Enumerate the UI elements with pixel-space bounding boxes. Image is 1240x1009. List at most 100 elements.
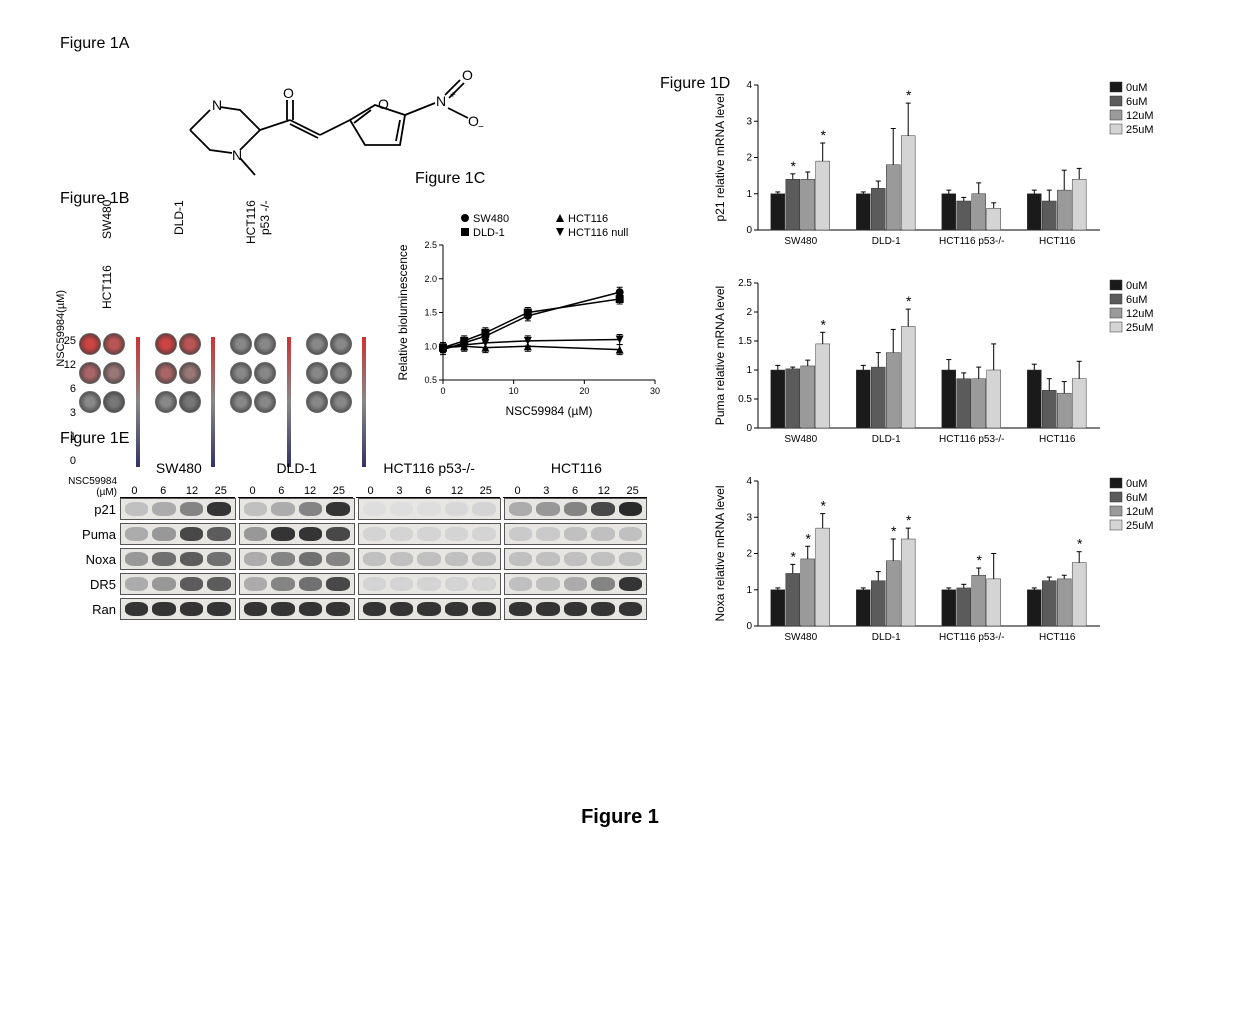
- svg-text:DLD-1: DLD-1: [872, 632, 901, 643]
- svg-text:1.0: 1.0: [424, 341, 437, 351]
- blot-band: [417, 552, 440, 566]
- well: [330, 391, 352, 413]
- blot-band: [125, 552, 148, 566]
- blot-band: [472, 527, 495, 541]
- dose-header: 0: [356, 485, 385, 497]
- blot-band: [326, 602, 349, 616]
- blot-band: [244, 502, 267, 516]
- blot-band: [299, 577, 322, 591]
- svg-text:0uM: 0uM: [1126, 280, 1147, 292]
- blot-band: [207, 502, 230, 516]
- blot-band: [207, 527, 230, 541]
- bar-chart: 01234p21 relative mRNA level**SW480*DLD-…: [710, 75, 1210, 265]
- svg-text:*: *: [977, 552, 983, 568]
- svg-text:O: O: [283, 85, 294, 101]
- svg-text:25uM: 25uM: [1126, 124, 1154, 136]
- blot-band: [591, 602, 614, 616]
- blot-band: [180, 552, 203, 566]
- blot-band: [244, 602, 267, 616]
- blot-band: [564, 577, 587, 591]
- well: [230, 391, 252, 413]
- blot-band: [326, 502, 349, 516]
- svg-text:0: 0: [746, 225, 752, 236]
- blot-band: [390, 527, 413, 541]
- dose-header: 0: [120, 485, 149, 497]
- blot-band: [509, 502, 532, 516]
- blot-band: [417, 527, 440, 541]
- blot-band: [509, 552, 532, 566]
- blot-band: [207, 552, 230, 566]
- svg-text:30: 30: [650, 386, 660, 396]
- cell-line-label: SW480: [100, 200, 142, 260]
- blot-band: [536, 577, 559, 591]
- cell-line-label: DLD-1: [172, 200, 214, 260]
- blot-band: [619, 527, 642, 541]
- well: [179, 362, 201, 384]
- svg-text:*: *: [806, 530, 812, 546]
- protein-label: p21: [60, 502, 120, 517]
- svg-text:Puma relative mRNA level: Puma relative mRNA level: [713, 286, 727, 425]
- panel-c-label: Figure 1C: [415, 170, 485, 188]
- svg-text:O: O: [378, 96, 389, 112]
- blot-band: [390, 552, 413, 566]
- svg-text:6uM: 6uM: [1126, 294, 1147, 306]
- svg-text:*: *: [791, 158, 797, 174]
- bar-chart: 00.511.522.5Puma relative mRNA level*SW4…: [710, 273, 1210, 463]
- well: [155, 333, 177, 355]
- dose-header: 25: [324, 485, 353, 497]
- svg-text:0uM: 0uM: [1126, 82, 1147, 94]
- blot-band: [363, 577, 386, 591]
- svg-text:2: 2: [746, 307, 752, 318]
- svg-text:−: −: [478, 122, 484, 133]
- blot-band: [125, 602, 148, 616]
- svg-text:1: 1: [746, 189, 752, 200]
- blot-band: [445, 602, 468, 616]
- protein-label: DR5: [60, 577, 120, 592]
- blot-band: [271, 502, 294, 516]
- dose-header: 25: [471, 485, 500, 497]
- panel-a-label: Figure 1A: [60, 35, 129, 53]
- well: [330, 362, 352, 384]
- blot-band: [472, 602, 495, 616]
- blot-band: [509, 527, 532, 541]
- svg-text:*: *: [891, 523, 897, 539]
- blot-band: [591, 577, 614, 591]
- blot-band: [299, 602, 322, 616]
- well: [179, 391, 201, 413]
- well: [79, 391, 101, 413]
- blot-band: [180, 602, 203, 616]
- dose-label: 6: [60, 383, 78, 407]
- svg-text:SW480: SW480: [784, 236, 817, 247]
- panel-e: Figure 1E SW480DLD-1HCT116 p53-/-HCT116N…: [60, 440, 650, 623]
- blot-band: [619, 577, 642, 591]
- svg-text:20: 20: [579, 386, 589, 396]
- cell-line-header: HCT116: [503, 460, 650, 476]
- blot-band: [417, 502, 440, 516]
- svg-text:SW480: SW480: [473, 213, 509, 225]
- well: [306, 333, 328, 355]
- blot-band: [152, 552, 175, 566]
- svg-text:Relative bioluminescence: Relative bioluminescence: [396, 244, 410, 380]
- blot-band: [207, 602, 230, 616]
- svg-text:HCT116: HCT116: [1039, 632, 1076, 643]
- blot-band: [271, 602, 294, 616]
- blot-band: [417, 602, 440, 616]
- well: [254, 391, 276, 413]
- blot-band: [299, 502, 322, 516]
- svg-text:HCT116 p53-/-: HCT116 p53-/-: [939, 434, 1004, 445]
- well: [254, 362, 276, 384]
- compound-label: NSC59984: [60, 476, 117, 487]
- blot-band: [472, 502, 495, 516]
- svg-text:*: *: [906, 87, 912, 103]
- svg-text:HCT116: HCT116: [568, 213, 608, 225]
- well: [103, 362, 125, 384]
- svg-text:p21 relative mRNA level: p21 relative mRNA level: [713, 93, 727, 221]
- blot-band: [326, 527, 349, 541]
- svg-text:2.5: 2.5: [738, 278, 752, 289]
- well: [79, 362, 101, 384]
- blot-band: [180, 527, 203, 541]
- blot-band: [180, 502, 203, 516]
- svg-text:12uM: 12uM: [1126, 308, 1154, 320]
- well: [179, 333, 201, 355]
- svg-text:N: N: [212, 97, 222, 113]
